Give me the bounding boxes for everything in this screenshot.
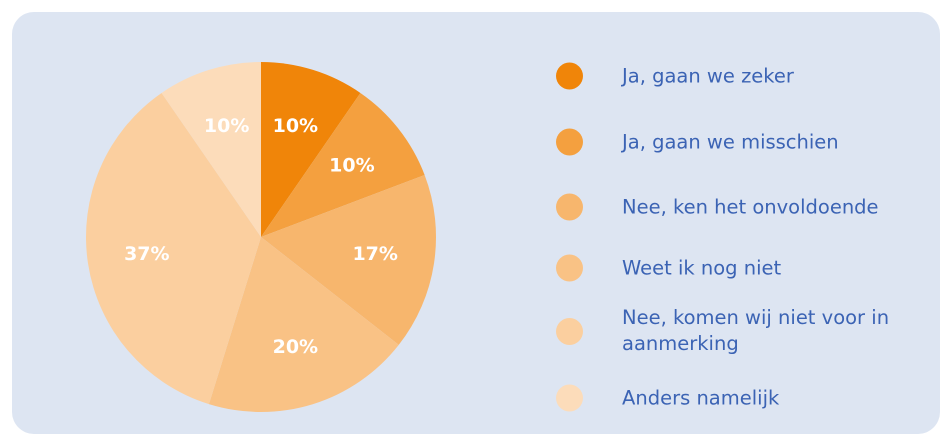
data-label: 17% [352,243,397,265]
legend-item: Weet ik nog niet [556,254,926,282]
legend-swatch [556,193,583,221]
pie-slice [208,237,399,412]
legend-label: Weet ik nog niet [622,256,782,279]
legend-item: Nee, ken het onvoldoende [556,193,926,221]
legend-label: Anders namelijk [622,386,780,409]
legend-swatch [556,384,583,412]
pie-slice [161,62,261,237]
data-label: 20% [273,336,318,358]
legend-item: Ja, gaan we misschien [556,128,926,156]
data-label: 10% [273,115,318,137]
legend-label: Nee, ken het onvoldoende [622,195,879,218]
pie-slice [261,62,361,237]
pie-slice [261,174,437,345]
legend-item: Nee, komen wij niet voor in aanmerking [556,305,926,357]
data-label: 37% [124,243,169,265]
pie-slice [86,92,261,405]
legend-item: Ja, gaan we zeker [556,62,926,90]
legend-swatch [556,128,583,156]
legend-swatch [556,317,583,345]
legend-label: Nee, komen wij niet voor in aanmerking [622,306,890,355]
legend-label: Ja, gaan we zeker [622,64,794,87]
legend-item: Anders namelijk [556,384,926,412]
data-label: 10% [204,115,249,137]
legend-swatch [556,254,583,282]
legend-swatch [556,62,583,90]
pie-slice [261,92,425,238]
legend-label: Ja, gaan we misschien [622,130,839,153]
data-label: 10% [329,154,374,176]
